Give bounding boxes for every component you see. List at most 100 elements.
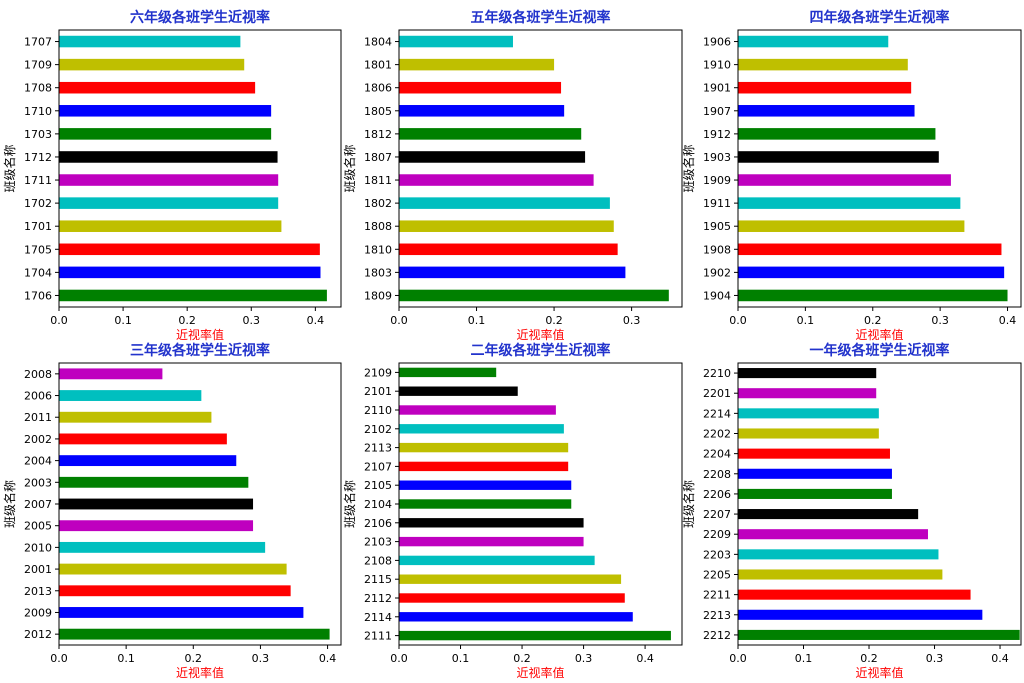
bar-1911 — [738, 197, 961, 209]
y-tick-label: 2214 — [703, 407, 731, 420]
y-tick-label: 1704 — [24, 266, 52, 279]
y-tick-label: 2211 — [703, 589, 731, 602]
y-tick-label: 2003 — [24, 476, 52, 489]
y-axis-label: 班级名称 — [2, 480, 17, 528]
bar-2104 — [399, 499, 572, 509]
bar-2001 — [59, 563, 287, 575]
bar-2007 — [59, 498, 254, 510]
y-tick-label: 2111 — [364, 630, 392, 643]
y-tick-label: 1907 — [703, 105, 731, 118]
y-tick-label: 2013 — [24, 585, 52, 598]
y-tick-label: 2112 — [364, 592, 392, 605]
bar-2101 — [399, 386, 518, 396]
y-tick-label: 1802 — [364, 197, 392, 210]
y-tick-label: 2203 — [703, 548, 731, 561]
y-tick-label: 1807 — [364, 151, 392, 164]
y-tick-label: 2005 — [24, 520, 52, 533]
bar-2106 — [399, 518, 584, 528]
x-tick-label: 0.0 — [50, 652, 68, 665]
y-axis-label: 班级名称 — [2, 144, 17, 192]
x-tick-label: 0.0 — [390, 314, 408, 327]
y-tick-label: 1912 — [703, 128, 731, 141]
bar-2208 — [738, 468, 892, 479]
bar-2109 — [399, 367, 497, 378]
bar-1710 — [59, 105, 272, 117]
x-axis-label: 近视率值 — [516, 327, 564, 342]
y-tick-label: 1911 — [703, 197, 731, 210]
y-tick-label: 1705 — [24, 243, 52, 256]
bar-1807 — [399, 151, 586, 163]
x-tick-label: 0.2 — [185, 652, 203, 665]
y-tick-label: 1905 — [703, 220, 731, 233]
y-tick-label: 1810 — [364, 243, 392, 256]
x-tick-label: 0.3 — [243, 314, 261, 327]
x-tick-label: 0.3 — [926, 652, 944, 665]
bar-1806 — [399, 81, 562, 94]
bar-2011 — [59, 411, 212, 423]
bar-1802 — [399, 197, 610, 209]
bar-1908 — [738, 243, 1002, 256]
bar-2209 — [738, 529, 928, 540]
bar-2006 — [59, 390, 202, 401]
y-tick-label: 2213 — [703, 609, 731, 622]
x-tick-label: 0.4 — [307, 314, 325, 327]
y-tick-label: 1909 — [703, 174, 731, 187]
y-tick-label: 2009 — [24, 606, 52, 619]
bar-1805 — [399, 105, 565, 117]
y-tick-label: 2115 — [364, 573, 392, 586]
chart-panel-6: 2212 2213 2211 2205 2203 2209 2207 2206 2208 2204… — [681, 342, 1022, 680]
bar-2214 — [738, 408, 879, 419]
bar-2212 — [738, 629, 1020, 640]
bar-2002 — [59, 433, 227, 445]
x-tick-label: 0.1 — [117, 652, 135, 665]
bar-2206 — [738, 488, 892, 499]
bar-2004 — [59, 455, 237, 467]
y-tick-label: 1711 — [24, 174, 52, 187]
bar-1910 — [738, 58, 908, 71]
bar-1707 — [59, 35, 241, 48]
y-axis-label: 班级名称 — [342, 144, 357, 192]
bar-2107 — [399, 461, 569, 472]
x-axis-label: 近视率值 — [176, 327, 224, 342]
bar-2013 — [59, 585, 291, 597]
y-tick-label: 2104 — [364, 498, 392, 511]
y-tick-label: 1701 — [24, 220, 52, 233]
bar-1705 — [59, 243, 320, 256]
chart-panel-4: 2012 2009 2013 2001 2010 2005 2007 2003 2004 2002… — [2, 342, 342, 680]
y-tick-label: 1808 — [364, 220, 392, 233]
x-axis-label: 近视率值 — [516, 665, 564, 680]
x-axis-label: 近视率值 — [855, 327, 903, 342]
y-tick-label: 1804 — [364, 36, 392, 49]
bar-1906 — [738, 35, 889, 48]
y-tick-label: 2205 — [703, 569, 731, 582]
x-tick-label: 0.2 — [513, 652, 531, 665]
y-tick-label: 1708 — [24, 82, 52, 95]
bar-2105 — [399, 480, 572, 490]
bar-1901 — [738, 81, 912, 94]
bar-1809 — [399, 289, 669, 302]
bar-2009 — [59, 607, 304, 618]
y-tick-label: 2209 — [703, 528, 731, 541]
bar-1811 — [399, 174, 594, 186]
bar-2203 — [738, 549, 939, 560]
chart-panel-5: 2111 2114 2112 2115 2108 2103 2106 2104 2105 2107… — [342, 342, 683, 680]
bar-1804 — [399, 35, 513, 48]
y-tick-label: 2002 — [24, 433, 52, 446]
y-tick-label: 1809 — [364, 289, 392, 302]
x-axis-label: 近视率值 — [176, 665, 224, 680]
bar-2115 — [399, 574, 622, 584]
y-tick-label: 2202 — [703, 428, 731, 441]
y-tick-label: 1702 — [24, 197, 52, 210]
bar-2202 — [738, 428, 879, 439]
x-tick-label: 0.0 — [729, 652, 747, 665]
bar-1703 — [59, 128, 272, 140]
y-tick-label: 2113 — [364, 442, 392, 455]
chart-title: 六年级各班学生近视率 — [130, 9, 270, 26]
plot-frame — [737, 29, 1022, 308]
y-tick-label: 2208 — [703, 468, 731, 481]
y-tick-label: 1709 — [24, 59, 52, 72]
y-tick-label: 1811 — [364, 174, 392, 187]
y-tick-label: 1710 — [24, 105, 52, 118]
x-tick-label: 0.4 — [999, 314, 1017, 327]
